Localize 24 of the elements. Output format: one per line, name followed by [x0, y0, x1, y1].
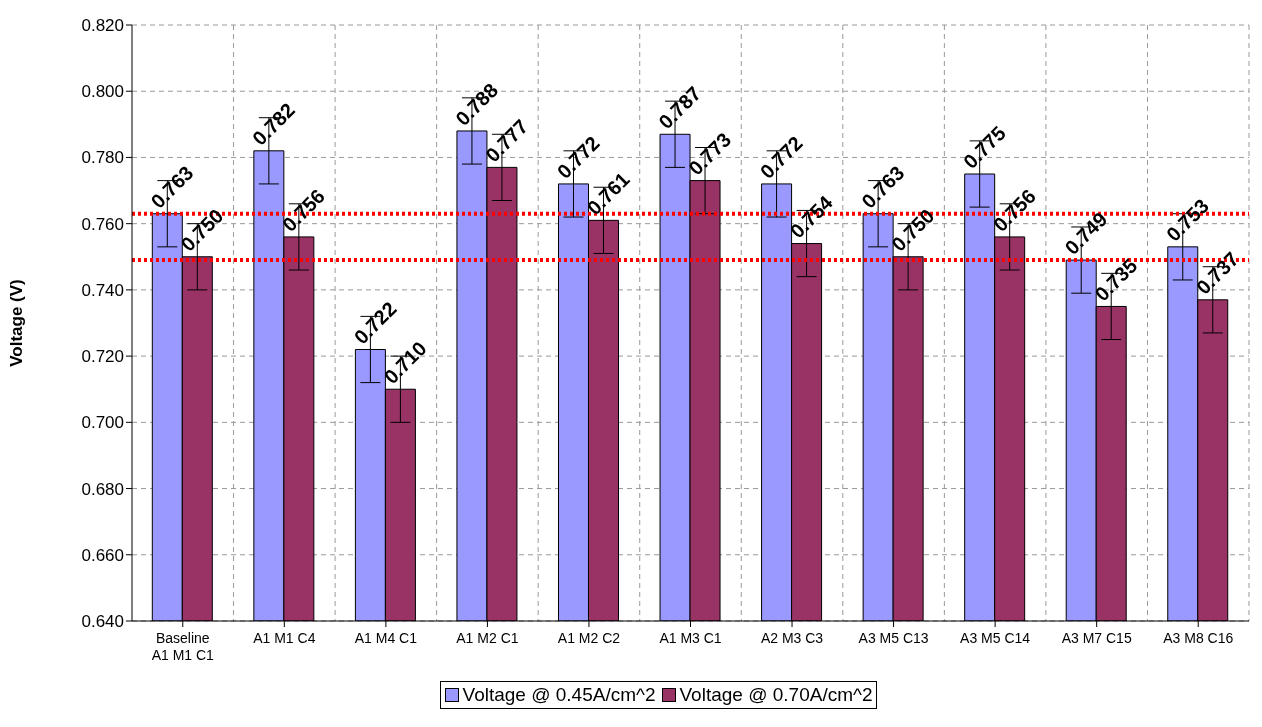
y-tick-label: 0.800: [81, 82, 124, 102]
y-tick-label: 0.740: [81, 280, 124, 300]
x-tick-label: A3 M5 C14: [960, 630, 1031, 646]
x-tick-label: A2 M3 C3: [760, 630, 824, 646]
x-tick-label: Baseline A1 M1 C1: [151, 630, 215, 663]
y-axis-title: Voltage (V): [7, 279, 27, 367]
legend-label: Voltage @ 0.70A/cm^2: [678, 684, 873, 706]
y-tick-label: 0.760: [81, 214, 124, 234]
y-tick-label: 0.660: [81, 545, 124, 565]
y-tick-label: 0.700: [81, 413, 124, 433]
y-tick-label: 0.640: [81, 612, 124, 632]
x-tick-label: A3 M8 C16: [1163, 630, 1234, 646]
x-tick-label: A1 M2 C1: [456, 630, 519, 646]
y-tick-label: 0.720: [81, 347, 124, 367]
x-tick-label: A1 M4 C1: [354, 630, 418, 646]
y-tick-label: 0.820: [81, 16, 124, 36]
x-tick-label: A1 M3 C1: [659, 630, 722, 646]
y-tick-label: 0.680: [81, 479, 124, 499]
x-tick-label: A3 M7 C15: [1061, 630, 1132, 646]
x-tick-label: A3 M5 C13: [858, 630, 929, 646]
x-tick-label: A1 M1 C4: [253, 630, 316, 646]
legend-label: Voltage @ 0.45A/cm^2: [461, 684, 656, 706]
x-tick-label: A1 M2 C2: [557, 630, 621, 646]
y-tick-label: 0.780: [81, 148, 124, 168]
